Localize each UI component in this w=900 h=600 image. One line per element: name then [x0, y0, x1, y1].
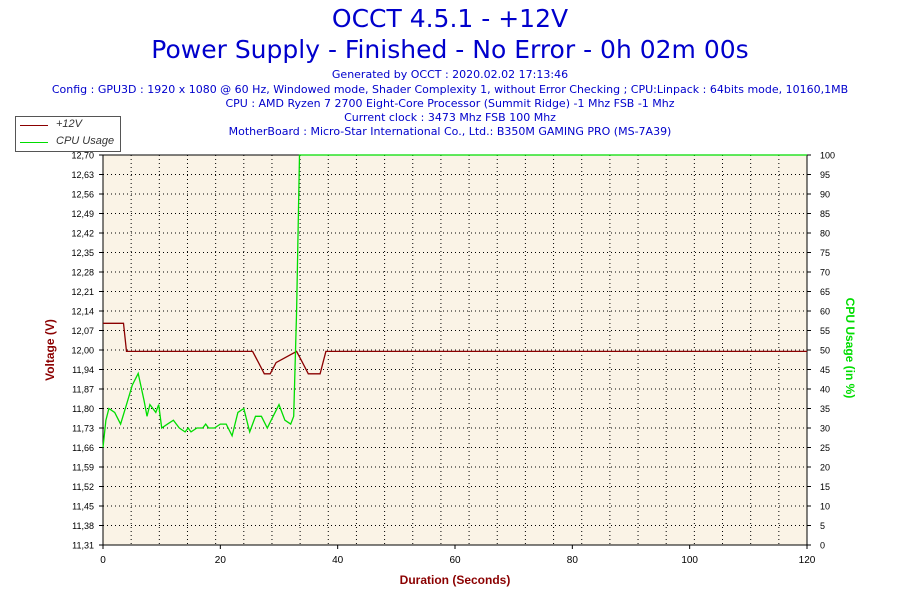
legend-item-voltage: +12V — [16, 117, 120, 133]
y-right-tick-label: 5 — [820, 521, 825, 531]
y-right-tick-label: 15 — [820, 482, 830, 492]
y-left-tick-label: 12,28 — [71, 268, 94, 278]
y-left-tick-label: 12,00 — [71, 346, 94, 356]
y-right-tick-label: 40 — [820, 385, 830, 395]
x-tick-label: 20 — [215, 555, 227, 566]
x-axis-label: Duration (Seconds) — [400, 573, 511, 587]
legend-item-cpu: CPU Usage — [16, 134, 120, 150]
y-left-axis-label: Voltage (V) — [43, 319, 57, 381]
y-left-tick-label: 12,07 — [71, 326, 94, 336]
y-left-tick-label: 12,49 — [71, 209, 94, 219]
legend: +12V CPU Usage — [15, 116, 121, 152]
y-right-axis-label: CPU Usage (in %) — [843, 298, 857, 399]
legend-label-cpu: CPU Usage — [56, 135, 115, 147]
y-right-tick-label: 90 — [820, 190, 830, 200]
generated-info: Generated by OCCT : 2020.02.02 17:13:46 — [331, 68, 569, 81]
y-left-tick-label: 11,80 — [72, 404, 94, 414]
y-left-tick-label: 11,73 — [72, 424, 94, 434]
y-left-tick-label: 11,52 — [72, 482, 94, 492]
y-right-tick-label: 30 — [820, 424, 830, 434]
chart-title: OCCT 4.5.1 - +12V — [331, 4, 569, 33]
y-left-tick-label: 11,59 — [72, 463, 94, 473]
legend-label-voltage: +12V — [56, 118, 82, 130]
y-right-tick-label: 25 — [820, 443, 830, 453]
y-left-tick-label: 11,38 — [72, 521, 94, 531]
y-right-tick-label: 80 — [820, 229, 830, 239]
x-tick-label: 80 — [567, 555, 579, 566]
y-right-tick-label: 35 — [820, 404, 830, 414]
y-right-tick-label: 60 — [820, 307, 830, 317]
clock-info: Current clock : 3473 Mhz FSB 100 Mhz — [344, 111, 556, 124]
y-right-tick-label: 45 — [820, 365, 830, 375]
y-right-tick-label: 0 — [820, 541, 825, 551]
y-right-tick-label: 100 — [820, 151, 835, 161]
voltage-series-line — [103, 322, 807, 375]
cpu-usage-series-line — [102, 154, 807, 448]
y-left-tick-label: 12,21 — [71, 287, 94, 297]
x-tick-label: 120 — [799, 555, 816, 566]
y-right-tick-label: 95 — [820, 170, 830, 180]
motherboard-info: MotherBoard : Micro-Star International C… — [228, 125, 672, 138]
y-left-tick-label: 12,35 — [71, 248, 94, 258]
y-right-tick-label: 65 — [820, 287, 830, 297]
x-tick-label: 40 — [332, 555, 344, 566]
y-left-tick-label: 12,70 — [71, 151, 94, 161]
y-right-tick-label: 70 — [820, 268, 830, 278]
legend-swatch-voltage — [20, 125, 48, 126]
y-left-tick-label: 11,94 — [72, 365, 94, 375]
y-right-tick-label: 50 — [820, 346, 830, 356]
y-right-tick-label: 10 — [820, 502, 830, 512]
y-left-tick-label: 11,66 — [72, 443, 94, 453]
y-left-tick-label: 11,45 — [72, 502, 94, 512]
y-right-tick-label: 85 — [820, 209, 830, 219]
y-right-tick-label: 20 — [820, 463, 830, 473]
x-tick-label: 100 — [681, 555, 698, 566]
y-left-tick-label: 11,87 — [72, 385, 94, 395]
chart-subtitle: Power Supply - Finished - No Error - 0h … — [151, 35, 749, 64]
y-left-tick-label: 12,42 — [71, 229, 94, 239]
legend-swatch-cpu — [20, 142, 48, 143]
x-tick-label: 0 — [100, 555, 106, 566]
y-left-tick-label: 12,14 — [71, 307, 94, 317]
config-info: Config : GPU3D : 1920 x 1080 @ 60 Hz, Wi… — [51, 83, 849, 96]
y-left-tick-label: 12,63 — [71, 170, 94, 180]
x-tick-label: 60 — [449, 555, 461, 566]
cpu-info: CPU : AMD Ryzen 7 2700 Eight-Core Proces… — [225, 97, 675, 110]
y-left-tick-label: 11,31 — [72, 541, 94, 551]
y-right-tick-label: 75 — [820, 248, 830, 258]
y-left-tick-label: 12,56 — [71, 190, 94, 200]
y-right-tick-label: 55 — [820, 326, 830, 336]
